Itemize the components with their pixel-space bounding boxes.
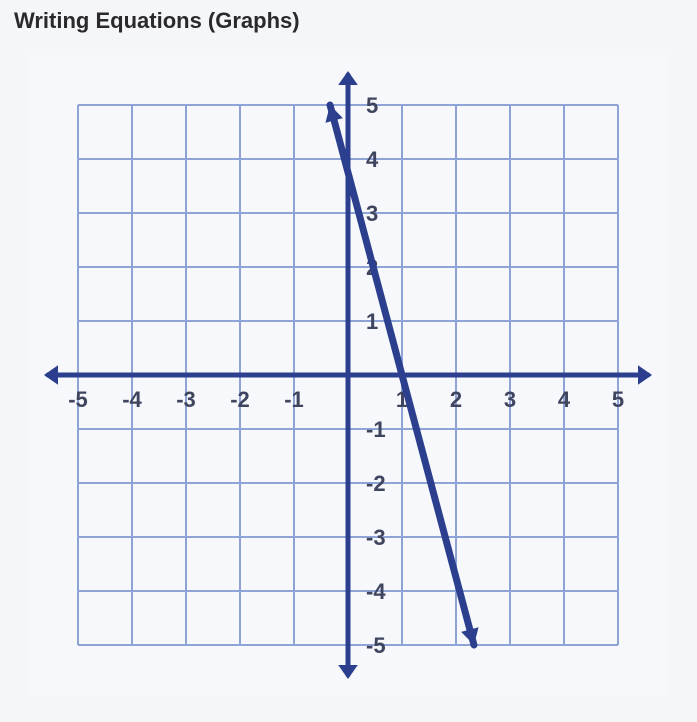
- x-axis-arrow-right: [638, 365, 652, 385]
- tick-label: -4: [122, 387, 142, 412]
- tick-label: -2: [230, 387, 250, 412]
- tick-label: 3: [366, 201, 378, 226]
- tick-label: 1: [366, 309, 378, 334]
- y-axis-arrow-down: [338, 665, 358, 679]
- coordinate-graph: -5-4-3-2-11234554321-1-2-3-4-5: [28, 55, 668, 695]
- graph-svg: -5-4-3-2-11234554321-1-2-3-4-5: [28, 55, 668, 695]
- tick-label: 5: [366, 93, 378, 118]
- tick-label: 4: [558, 387, 571, 412]
- tick-label: 4: [366, 147, 379, 172]
- tick-label: -2: [366, 471, 386, 496]
- tick-label: -4: [366, 579, 386, 604]
- tick-label: -1: [284, 387, 304, 412]
- tick-label: -1: [366, 417, 386, 442]
- tick-label: 3: [504, 387, 516, 412]
- page-root: Writing Equations (Graphs) -5 -4 -3 -2 -1 1 2 3…: [0, 0, 697, 722]
- tick-label: -5: [366, 633, 386, 658]
- tick-label: -3: [176, 387, 196, 412]
- tick-label: -5: [68, 387, 88, 412]
- page-title: Writing Equations (Graphs): [14, 8, 300, 34]
- x-axis-arrow-left: [44, 365, 58, 385]
- tick-label: 5: [612, 387, 624, 412]
- tick-label: -3: [366, 525, 386, 550]
- y-axis-arrow-up: [338, 71, 358, 85]
- tick-label: 2: [450, 387, 462, 412]
